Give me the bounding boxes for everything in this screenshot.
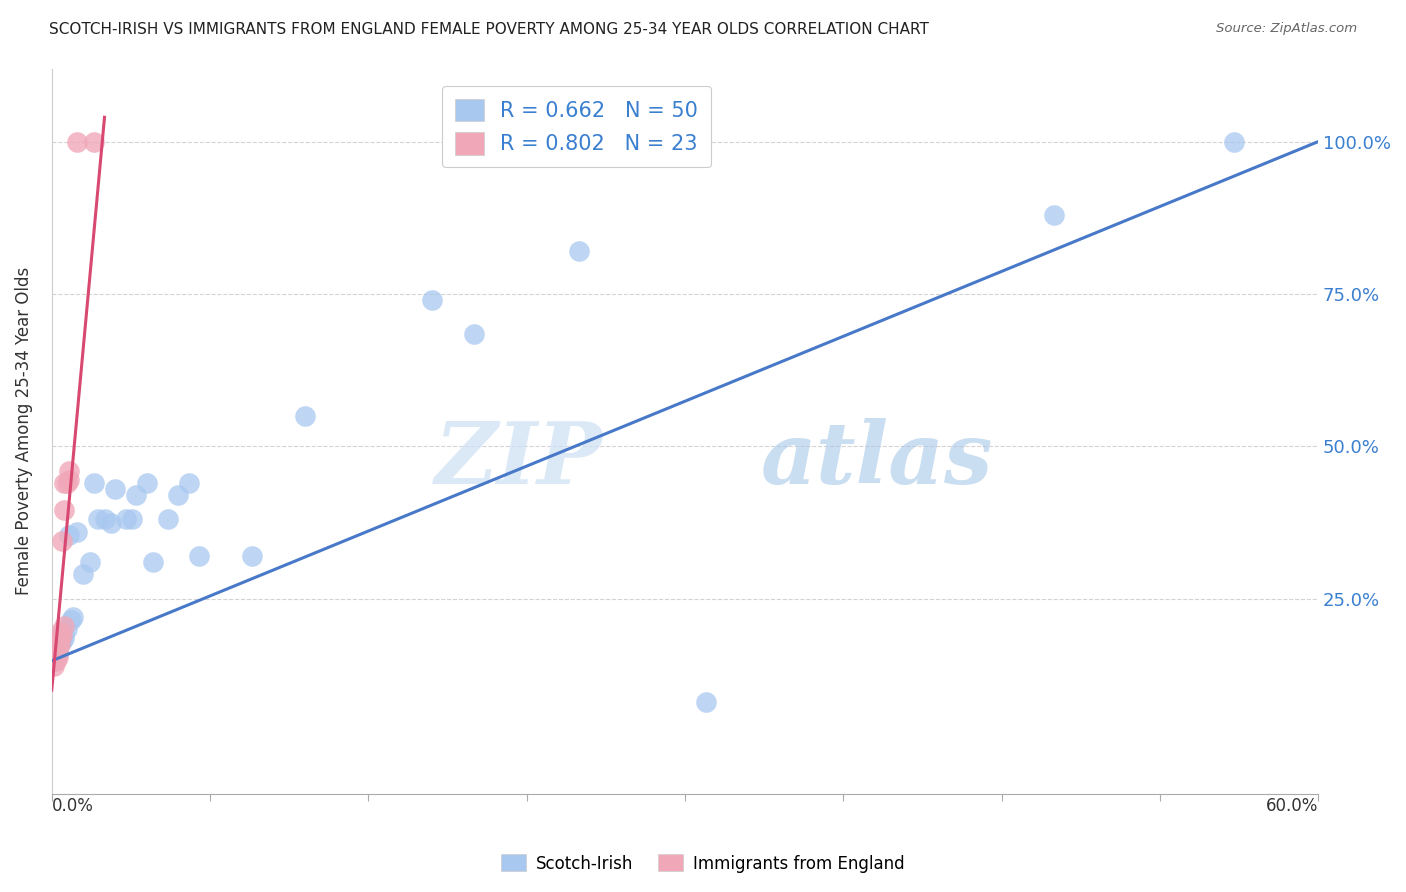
- Point: [83, 475, 105, 490]
- Text: atlas: atlas: [761, 418, 994, 502]
- Point: [177, 475, 200, 490]
- Text: SCOTCH-IRISH VS IMMIGRANTS FROM ENGLAND FEMALE POVERTY AMONG 25-34 YEAR OLDS COR: SCOTCH-IRISH VS IMMIGRANTS FROM ENGLAND …: [49, 22, 929, 37]
- Point: [53, 632, 76, 646]
- Legend: Scotch-Irish, Immigrants from England: Scotch-Irish, Immigrants from England: [495, 847, 911, 880]
- Point: [49, 630, 72, 644]
- Point: [240, 549, 263, 563]
- Point: [188, 549, 211, 563]
- Point: [45, 648, 67, 662]
- Point: [100, 516, 122, 530]
- Point: [156, 512, 179, 526]
- Legend: R = 0.662   N = 50, R = 0.802   N = 23: R = 0.662 N = 50, R = 0.802 N = 23: [441, 87, 711, 167]
- Point: [46, 649, 69, 664]
- Point: [51, 625, 73, 640]
- Point: [49, 633, 72, 648]
- Point: [46, 647, 69, 661]
- Point: [695, 695, 717, 709]
- Point: [46, 635, 69, 649]
- Point: [53, 475, 76, 490]
- Point: [58, 473, 80, 487]
- Point: [46, 643, 69, 657]
- Point: [45, 639, 67, 653]
- Point: [79, 555, 101, 569]
- Point: [42, 640, 65, 655]
- Point: [420, 293, 443, 307]
- Point: [53, 503, 76, 517]
- Point: [45, 645, 67, 659]
- Point: [42, 649, 65, 664]
- Point: [1043, 208, 1066, 222]
- Point: [42, 643, 65, 657]
- Point: [42, 647, 65, 661]
- Point: [167, 488, 190, 502]
- Point: [51, 630, 73, 644]
- Point: [121, 512, 143, 526]
- Text: ZIP: ZIP: [434, 418, 603, 502]
- Point: [66, 135, 89, 149]
- Point: [66, 524, 89, 539]
- Point: [46, 639, 69, 653]
- Point: [55, 475, 77, 490]
- Y-axis label: Female Poverty Among 25-34 Year Olds: Female Poverty Among 25-34 Year Olds: [15, 267, 32, 595]
- Point: [45, 654, 67, 668]
- Point: [1222, 135, 1244, 149]
- Point: [49, 637, 72, 651]
- Text: 0.0%: 0.0%: [52, 797, 94, 814]
- Point: [45, 635, 67, 649]
- Point: [49, 637, 72, 651]
- Point: [294, 409, 316, 423]
- Point: [53, 619, 76, 633]
- Point: [114, 512, 136, 526]
- Point: [45, 643, 67, 657]
- Point: [51, 634, 73, 648]
- Point: [42, 654, 65, 668]
- Point: [104, 482, 127, 496]
- Point: [58, 464, 80, 478]
- Point: [463, 326, 485, 341]
- Point: [62, 610, 84, 624]
- Point: [42, 658, 65, 673]
- Point: [51, 628, 73, 642]
- Point: [53, 627, 76, 641]
- Text: Source: ZipAtlas.com: Source: ZipAtlas.com: [1216, 22, 1357, 36]
- Point: [42, 647, 65, 661]
- Point: [49, 625, 72, 640]
- Point: [55, 622, 77, 636]
- Point: [46, 643, 69, 657]
- Point: [58, 527, 80, 541]
- Point: [45, 641, 67, 656]
- Point: [142, 555, 165, 569]
- Point: [87, 512, 110, 526]
- Point: [83, 135, 105, 149]
- Point: [51, 533, 73, 548]
- Point: [49, 632, 72, 646]
- Point: [46, 637, 69, 651]
- Point: [93, 512, 115, 526]
- Point: [72, 567, 94, 582]
- Point: [568, 244, 591, 259]
- Point: [125, 488, 148, 502]
- Point: [59, 613, 82, 627]
- Text: 60.0%: 60.0%: [1265, 797, 1319, 814]
- Point: [45, 648, 67, 662]
- Point: [135, 475, 157, 490]
- Point: [42, 649, 65, 664]
